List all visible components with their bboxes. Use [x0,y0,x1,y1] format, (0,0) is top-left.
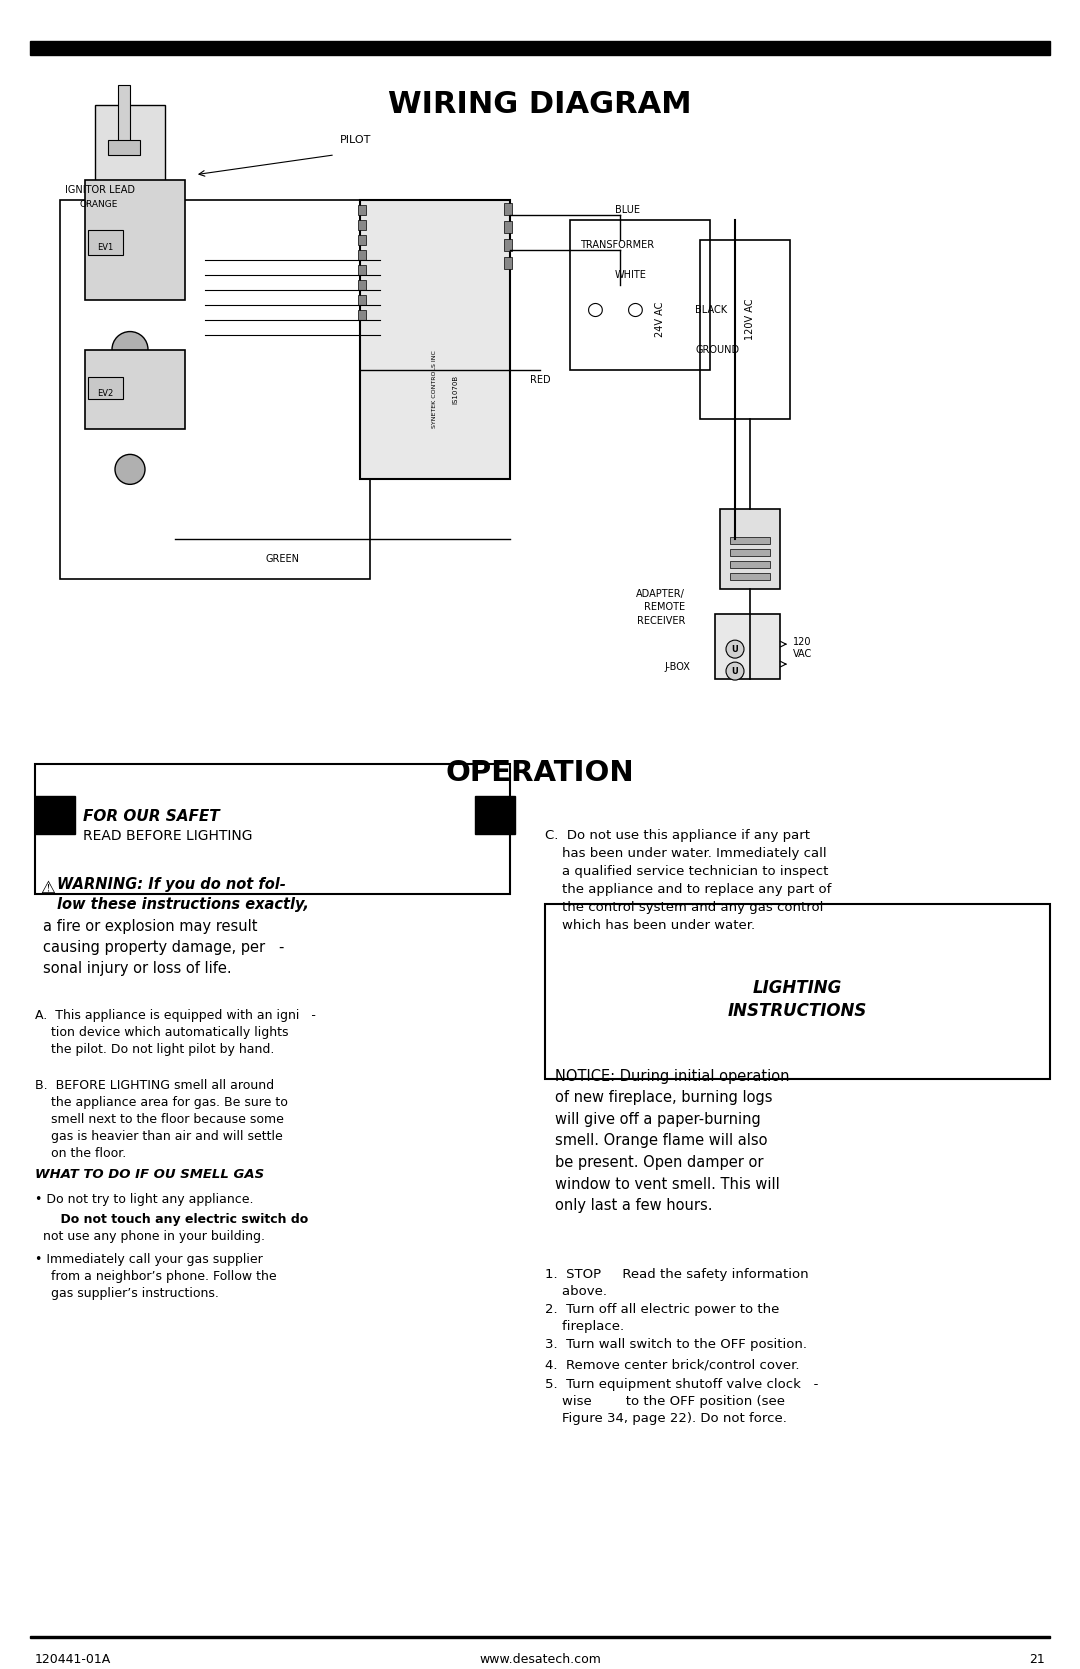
Text: 120441-01A: 120441-01A [35,1652,111,1666]
Text: not use any phone in your building.: not use any phone in your building. [43,1230,265,1243]
Text: EV2: EV2 [97,389,113,399]
Text: Do not touch any electric switch do: Do not touch any electric switch do [43,1213,308,1227]
Bar [87,230,123,255]
Text: READ BEFORE LIGHTING: READ BEFORE LIGHTING [83,829,253,843]
Text: a fire or explosion may result
causing property damage, per   -
sonal injury or : a fire or explosion may result causing p… [43,918,284,976]
Text: ADAPTER/
REMOTE
RECEIVER: ADAPTER/ REMOTE RECEIVER [636,589,685,626]
Text: B.  BEFORE LIGHTING smell all around
    the appliance area for gas. Be sure to
: B. BEFORE LIGHTING smell all around the … [35,1078,288,1160]
Text: OPERATION: OPERATION [446,759,634,788]
Bar [715,614,780,679]
Bar [85,349,185,429]
Bar [504,239,512,250]
Text: www.desatech.com: www.desatech.com [480,1652,600,1666]
Text: BLUE: BLUE [615,205,640,215]
Text: FOR OUR SAFET: FOR OUR SAFET [83,809,219,824]
Bar [360,200,510,479]
Text: ○: ○ [626,300,644,319]
Bar [35,764,510,895]
Bar [357,265,366,275]
Text: 120V AC: 120V AC [745,299,755,340]
Bar [30,1636,1050,1637]
Text: 21: 21 [1029,1652,1045,1666]
Bar [357,205,366,215]
Text: EV1: EV1 [97,242,113,252]
Bar [475,796,515,834]
Text: VAC: VAC [793,649,812,659]
Bar [504,257,512,269]
Bar [545,905,1050,1078]
Text: J-BOX: J-BOX [664,663,690,673]
Text: 1.  STOP     Read the safety information
    above.: 1. STOP Read the safety information abov… [545,1268,809,1298]
Text: A.  This appliance is equipped with an igni   -
    tion device which automatica: A. This appliance is equipped with an ig… [35,1008,315,1056]
Text: GREEN: GREEN [265,554,299,564]
Circle shape [726,641,744,658]
Text: U: U [731,666,739,676]
Bar [118,85,130,145]
Bar [730,549,770,556]
Bar [504,202,512,215]
Text: IS1070B: IS1070B [453,376,458,404]
Text: 2.  Turn off all electric power to the
    fireplace.: 2. Turn off all electric power to the fi… [545,1303,780,1334]
Bar [60,200,370,579]
Text: ○: ○ [586,300,604,319]
Text: ORANGE: ORANGE [80,200,119,209]
Text: WIRING DIAGRAM: WIRING DIAGRAM [388,90,692,118]
Bar [357,220,366,230]
Text: PILOT: PILOT [340,135,372,145]
Bar [357,309,366,319]
Bar [700,240,789,419]
Text: GROUND: GROUND [696,344,739,354]
Text: 4.  Remove center brick/control cover.: 4. Remove center brick/control cover. [545,1359,799,1372]
Bar [357,280,366,290]
Circle shape [114,454,145,484]
Text: 120: 120 [793,638,811,648]
Bar [85,180,185,300]
Bar [357,235,366,245]
Text: LIGHTING
INSTRUCTIONS: LIGHTING INSTRUCTIONS [728,978,867,1020]
Bar [720,509,780,589]
Text: RED: RED [530,374,551,384]
Text: IGNITOR LEAD: IGNITOR LEAD [65,185,135,195]
Bar [730,572,770,581]
Bar [357,250,366,260]
Bar [108,140,140,155]
Bar [730,561,770,567]
Bar [570,220,710,369]
Text: • Do not try to light any appliance.: • Do not try to light any appliance. [35,1193,254,1207]
Bar [30,42,1050,55]
Text: ⚠: ⚠ [40,880,55,896]
Bar [35,796,75,834]
Text: BLACK: BLACK [696,305,727,314]
Text: 24V AC: 24V AC [654,302,665,337]
Bar [730,537,770,544]
Text: • Immediately call your gas supplier
    from a neighbor’s phone. Follow the
   : • Immediately call your gas supplier fro… [35,1253,276,1300]
Text: WARNING: If you do not fol-
low these instructions exactly,: WARNING: If you do not fol- low these in… [57,876,309,911]
Circle shape [112,332,148,367]
Circle shape [726,663,744,679]
Text: WHITE: WHITE [615,270,647,280]
Text: TRANSFORMER: TRANSFORMER [580,240,654,250]
Text: SYNETEK CONTROLS INC: SYNETEK CONTROLS INC [432,350,437,429]
Text: U: U [731,644,739,654]
Bar [87,377,123,399]
Bar [357,295,366,305]
Text: 5.  Turn equipment shutoff valve clock   -
    wise        to the OFF position (: 5. Turn equipment shutoff valve clock - … [545,1379,819,1425]
Bar [95,105,165,205]
Text: NOTICE: During initial operation
of new fireplace, burning logs
will give off a : NOTICE: During initial operation of new … [555,1068,789,1213]
Text: WHAT TO DO IF OU SMELL GAS: WHAT TO DO IF OU SMELL GAS [35,1168,265,1182]
Bar [504,220,512,232]
Text: C.  Do not use this appliance if any part
    has been under water. Immediately : C. Do not use this appliance if any part… [545,829,832,931]
Text: 3.  Turn wall switch to the OFF position.: 3. Turn wall switch to the OFF position. [545,1339,807,1352]
